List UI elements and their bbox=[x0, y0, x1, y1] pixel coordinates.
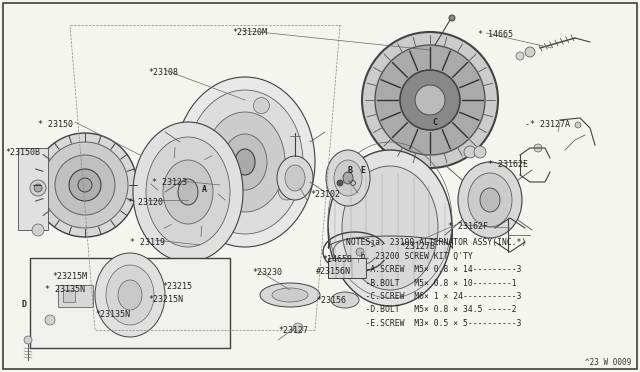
Circle shape bbox=[337, 180, 343, 186]
Bar bbox=[328, 258, 366, 278]
Ellipse shape bbox=[175, 77, 315, 247]
Ellipse shape bbox=[95, 253, 165, 337]
Circle shape bbox=[575, 122, 581, 128]
Ellipse shape bbox=[480, 188, 500, 212]
Text: -E.SCREW  M3× 0.5 × 5----------3: -E.SCREW M3× 0.5 × 5----------3 bbox=[346, 319, 522, 328]
Text: b. 23200 SCREW KIT Q'TY: b. 23200 SCREW KIT Q'TY bbox=[346, 251, 473, 260]
Circle shape bbox=[525, 47, 535, 57]
Circle shape bbox=[362, 32, 498, 168]
Circle shape bbox=[464, 146, 476, 158]
Text: *23135N: *23135N bbox=[95, 310, 130, 319]
Circle shape bbox=[45, 315, 55, 325]
Ellipse shape bbox=[328, 150, 452, 306]
Circle shape bbox=[34, 184, 42, 192]
Circle shape bbox=[32, 224, 44, 236]
Ellipse shape bbox=[342, 166, 438, 290]
Circle shape bbox=[293, 323, 303, 333]
Bar bbox=[58, 285, 93, 307]
Circle shape bbox=[474, 146, 486, 158]
Circle shape bbox=[221, 211, 237, 227]
Circle shape bbox=[400, 70, 460, 130]
Ellipse shape bbox=[260, 283, 320, 307]
Ellipse shape bbox=[468, 173, 512, 227]
Ellipse shape bbox=[118, 280, 142, 310]
Text: *23215: *23215 bbox=[162, 282, 192, 291]
Text: * 23135N: * 23135N bbox=[45, 285, 85, 294]
Text: NOTESja. 23100 ALTERNATOR ASSY(INC.*): NOTESja. 23100 ALTERNATOR ASSY(INC.*) bbox=[346, 238, 526, 247]
Ellipse shape bbox=[334, 160, 362, 196]
Ellipse shape bbox=[326, 150, 370, 206]
Ellipse shape bbox=[272, 288, 308, 302]
Circle shape bbox=[534, 144, 542, 152]
Text: *23102: *23102 bbox=[310, 190, 340, 199]
Ellipse shape bbox=[205, 112, 285, 212]
Text: -B.BOLT   M5× 0.8 × 10--------1: -B.BOLT M5× 0.8 × 10--------1 bbox=[346, 279, 516, 288]
Ellipse shape bbox=[146, 137, 230, 247]
Circle shape bbox=[24, 336, 32, 344]
Text: B: B bbox=[348, 166, 353, 175]
Text: * 23150: * 23150 bbox=[38, 120, 73, 129]
Text: * 23123: * 23123 bbox=[152, 178, 187, 187]
Circle shape bbox=[375, 45, 485, 155]
Text: *23230: *23230 bbox=[252, 268, 282, 277]
Text: -D.BOLT   M5× 0.8 × 34.5 -----2: -D.BOLT M5× 0.8 × 34.5 -----2 bbox=[346, 305, 516, 314]
Circle shape bbox=[192, 134, 208, 150]
Ellipse shape bbox=[458, 162, 522, 238]
Bar bbox=[63, 290, 75, 302]
Text: *23215M: *23215M bbox=[52, 272, 87, 281]
Circle shape bbox=[78, 178, 92, 192]
Ellipse shape bbox=[277, 156, 313, 200]
Text: * 23119: * 23119 bbox=[130, 238, 165, 247]
Text: * 14665: * 14665 bbox=[478, 30, 513, 39]
Circle shape bbox=[33, 133, 137, 237]
Bar bbox=[30, 258, 230, 348]
Text: *23150B: *23150B bbox=[5, 148, 40, 157]
Ellipse shape bbox=[223, 134, 267, 190]
Text: *14658: *14658 bbox=[322, 255, 352, 264]
Text: -A.SCREW  M5× 0.8 × 14---------3: -A.SCREW M5× 0.8 × 14---------3 bbox=[346, 265, 522, 274]
Ellipse shape bbox=[133, 122, 243, 262]
Text: *23120M: *23120M bbox=[232, 28, 267, 37]
Text: -* 23127A: -* 23127A bbox=[525, 120, 570, 129]
Circle shape bbox=[30, 180, 46, 196]
Ellipse shape bbox=[235, 149, 255, 175]
Bar bbox=[18, 148, 48, 230]
Circle shape bbox=[516, 52, 524, 60]
Text: *23127: *23127 bbox=[278, 326, 308, 335]
Text: *23127B: *23127B bbox=[400, 242, 435, 251]
Circle shape bbox=[356, 248, 364, 256]
Circle shape bbox=[278, 184, 294, 200]
Ellipse shape bbox=[106, 265, 154, 325]
Text: E: E bbox=[360, 166, 365, 175]
Text: A: A bbox=[202, 185, 207, 194]
Text: *23215N: *23215N bbox=[148, 295, 183, 304]
Circle shape bbox=[415, 85, 445, 115]
Text: ^23 W 0009: ^23 W 0009 bbox=[585, 358, 631, 367]
Ellipse shape bbox=[178, 179, 198, 205]
Text: * 23120: * 23120 bbox=[128, 198, 163, 207]
Text: -C.SCREW  M6× 1 × 24-----------3: -C.SCREW M6× 1 × 24-----------3 bbox=[346, 292, 522, 301]
Circle shape bbox=[253, 97, 269, 113]
Ellipse shape bbox=[331, 292, 359, 308]
Circle shape bbox=[42, 142, 128, 228]
Ellipse shape bbox=[163, 160, 213, 224]
Text: D: D bbox=[22, 300, 27, 309]
Text: C: C bbox=[432, 118, 437, 127]
Circle shape bbox=[55, 155, 115, 215]
Ellipse shape bbox=[285, 165, 305, 191]
Ellipse shape bbox=[343, 172, 353, 184]
Text: * 23162F: * 23162F bbox=[448, 222, 488, 231]
Circle shape bbox=[69, 169, 101, 201]
Text: *23108: *23108 bbox=[148, 68, 178, 77]
Ellipse shape bbox=[187, 90, 303, 234]
Text: *23156: *23156 bbox=[316, 296, 346, 305]
Text: * 23162E: * 23162E bbox=[488, 160, 528, 169]
Circle shape bbox=[449, 15, 455, 21]
Text: #23156N: #23156N bbox=[316, 267, 351, 276]
